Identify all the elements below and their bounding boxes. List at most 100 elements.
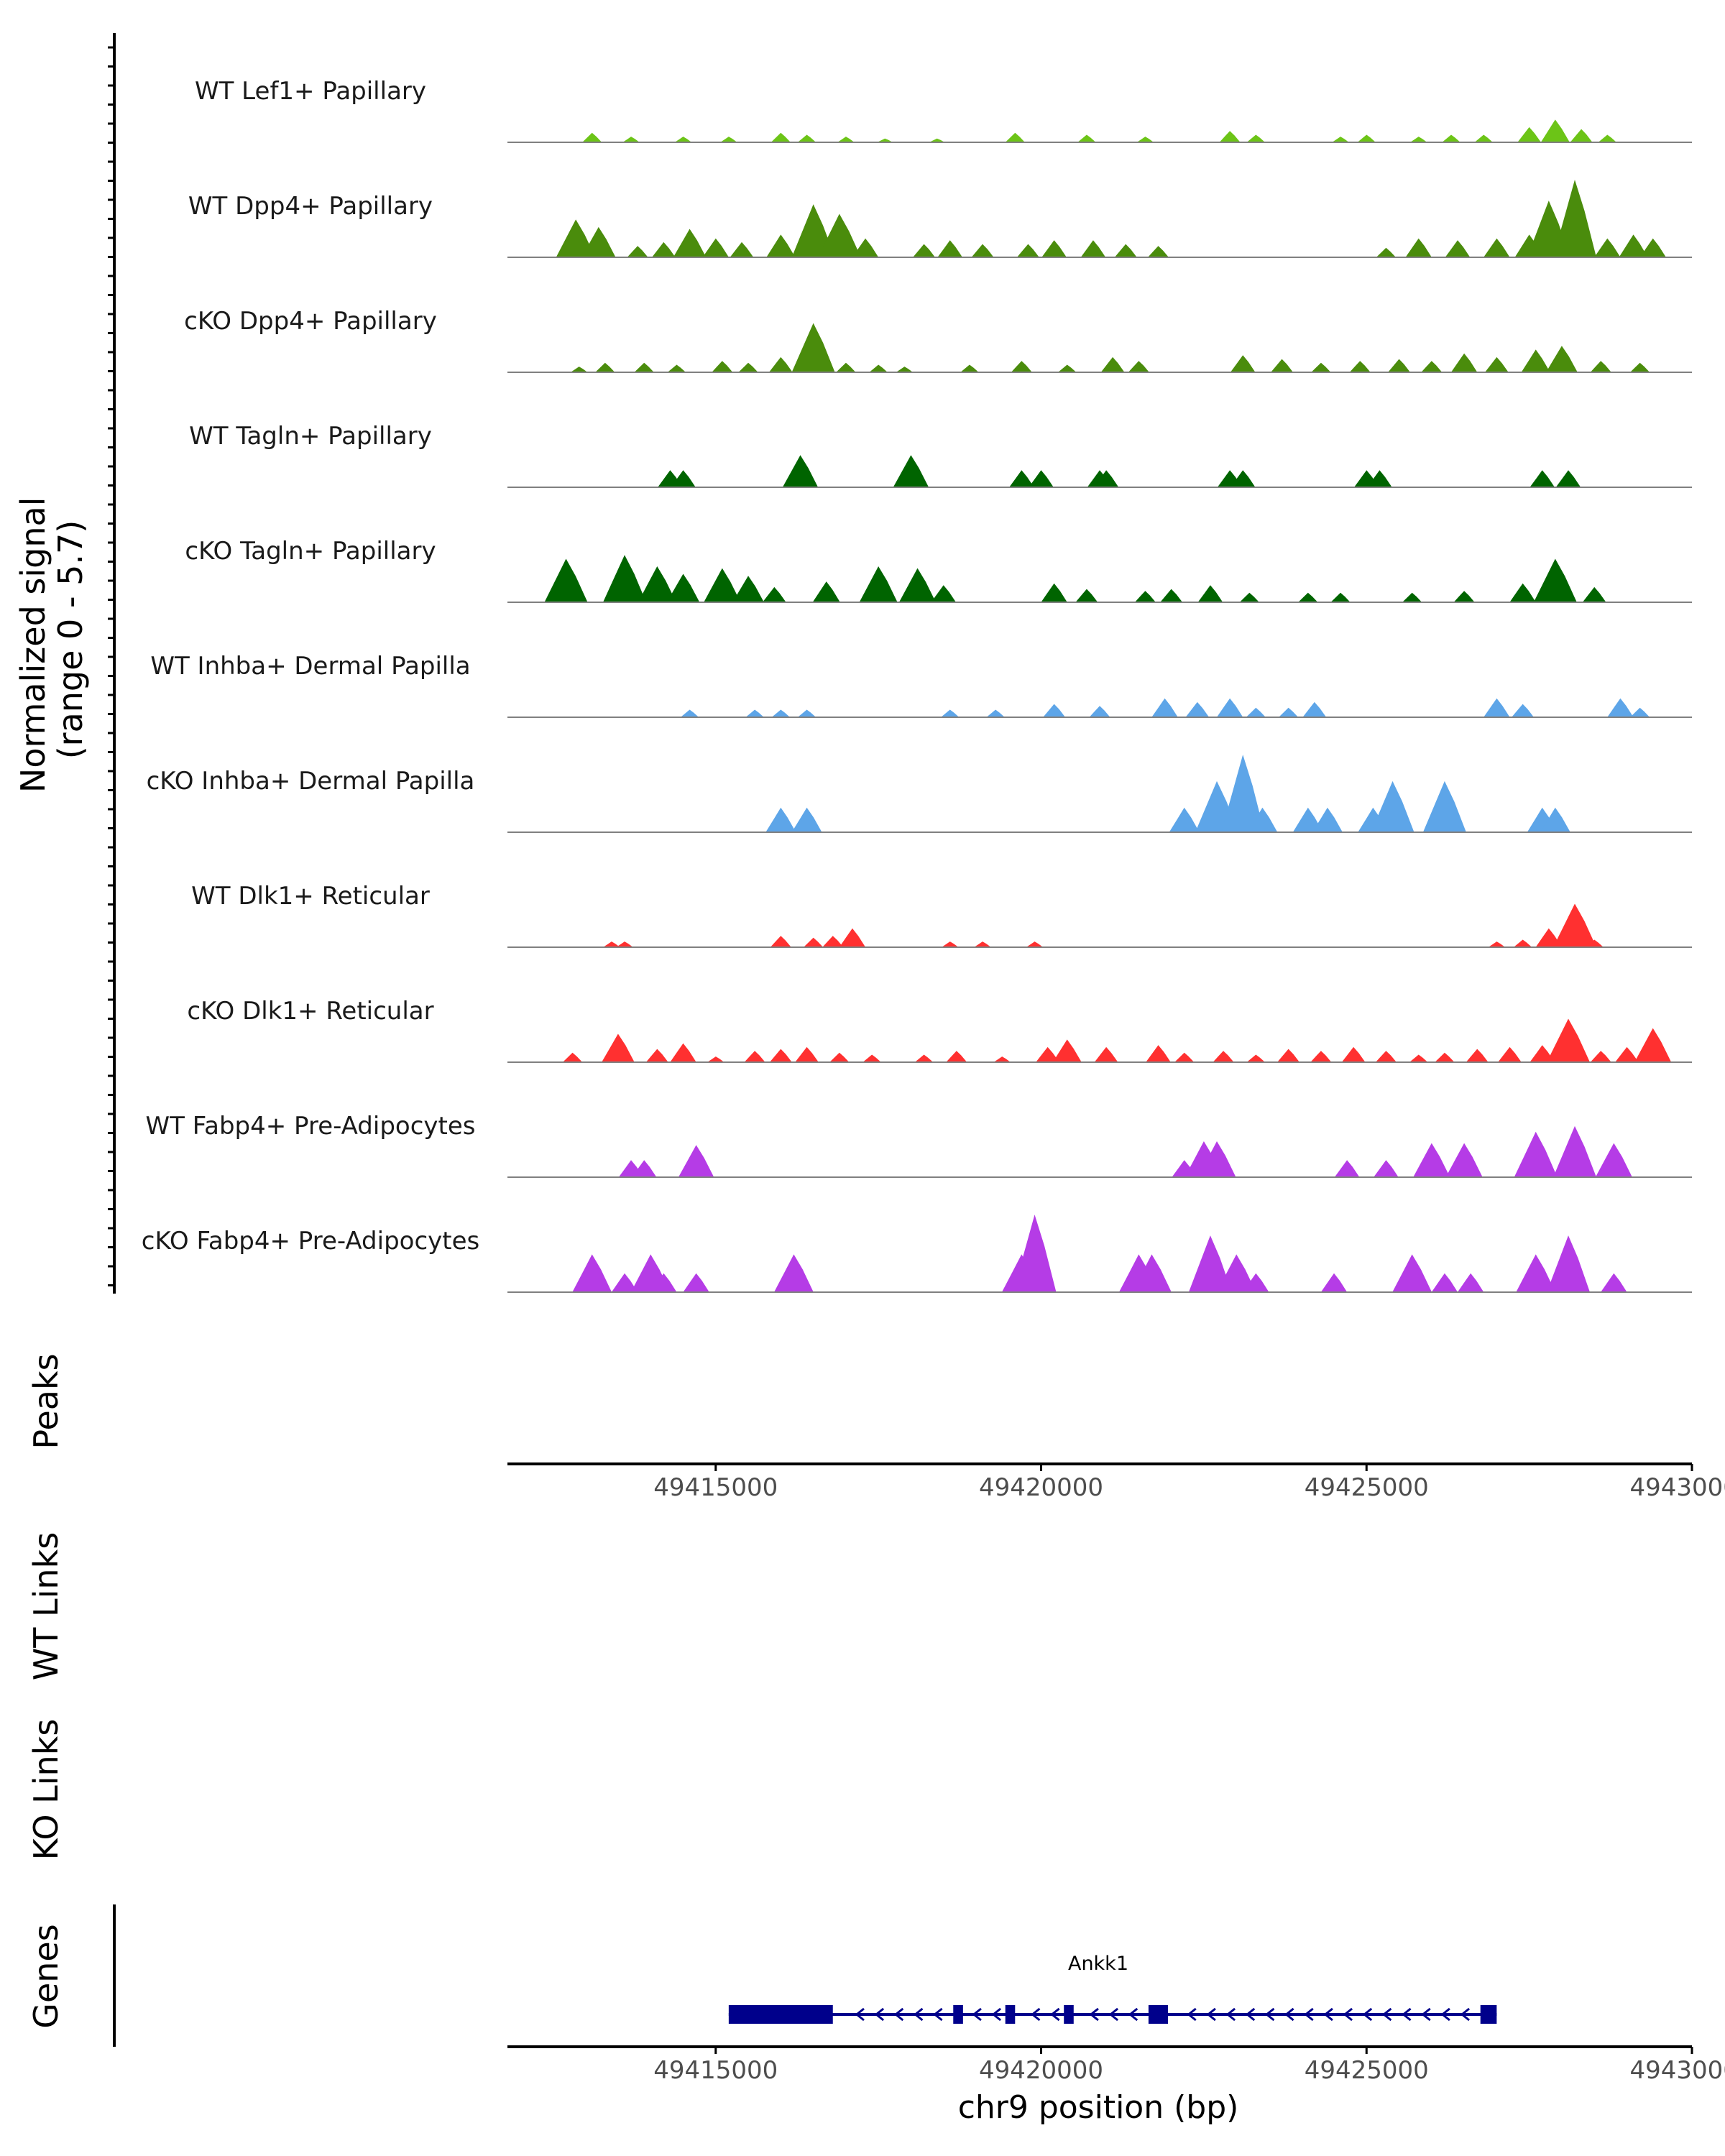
signal-peak [1216,698,1243,717]
signal-peak [1570,129,1593,142]
signal-peak [1058,364,1077,372]
x-tick-label: 49425000 [1305,1473,1429,1502]
gene-exon [953,2005,963,2024]
signal-peak [1546,346,1578,372]
signal-peak [730,241,754,257]
track-label: cKO Dpp4+ Papillary [184,307,437,336]
signal-peak [1041,240,1067,257]
strand-arrow [1440,2007,1450,2022]
signal-peak [562,1052,583,1062]
signal-peak [1639,238,1666,257]
strand-arrow [893,2007,904,2022]
signal-peak [1216,1254,1256,1292]
signal-peak [712,361,733,372]
signal-peak [1442,134,1460,142]
signal-peak [1310,1051,1332,1062]
signal-peak [770,132,791,142]
track-label: WT Fabp4+ Pre-Adipocytes [146,1112,476,1141]
signal-peak [795,1046,819,1062]
signal-peak [1553,903,1596,947]
signal-peak [1247,807,1278,832]
wt-links-panel-label: WT Links [27,1532,65,1680]
strand-arrow [914,2007,924,2022]
signal-peak [836,362,856,372]
strand-arrow [933,2007,943,2022]
signal-peak [1521,349,1550,372]
signal-peak [1246,1054,1265,1062]
signal-y-ticks [108,46,114,1286]
signal-peak [666,573,700,602]
track-label: WT Inhba+ Dermal Papilla [150,652,470,681]
signal-peak [1230,355,1256,372]
signal-peak [797,709,816,717]
signal-peak [707,1056,724,1062]
signal-peak [1590,1051,1611,1062]
signal-peak [931,585,956,602]
signal-peak [671,470,696,487]
signal-peak [556,219,596,257]
track: WT Inhba+ Dermal Papilla [150,652,1692,718]
signal-peak [837,137,855,142]
signal-peak [1376,247,1396,257]
signal-peak [1450,353,1478,372]
signal-peak [812,581,840,602]
signal-peak [1334,1160,1360,1177]
signal-peak [678,1145,714,1177]
y-axis-title-line1: Normalized signal [14,497,52,793]
x-tick-label: 49420000 [979,1473,1103,1502]
y-axis-title-line2: (range 0 - 5.7) [51,520,90,760]
signal-peak [1530,1045,1555,1062]
signal-peak [1431,1273,1458,1292]
x-tick-label: 49430000 [1629,2056,1725,2085]
signal-peak [766,234,796,257]
signal-peak [1277,1049,1300,1062]
x-tick-label: 49415000 [653,1473,778,1502]
x-axis-title: chr9 position (bp) [958,2089,1239,2126]
signal-peak [745,709,764,717]
signal-peak [1457,1273,1484,1292]
signal-peak [1375,1051,1397,1062]
signal-peak [1594,238,1621,257]
signal-peak [765,807,796,832]
strand-arrow [855,2007,865,2022]
signal-peak [1148,246,1169,257]
strand-arrow [1402,2007,1412,2022]
signal-peak [581,226,616,257]
track: cKO Inhba+ Dermal Papilla [147,755,1692,833]
strand-arrow [1187,2007,1197,2022]
signal-peak [1077,134,1096,142]
signal-peak [1271,359,1293,372]
strand-arrow [1284,2007,1294,2022]
signal-peak [1075,589,1098,602]
peaks-panel-label: Peaks [27,1353,65,1449]
gene-exon [1064,2005,1074,2024]
track: WT Dpp4+ Papillary [188,180,1692,258]
signal-peak [1422,780,1466,832]
signal-peak [1312,807,1343,832]
signal-peak [1485,356,1509,372]
signal-peak [770,936,791,947]
signal-peak [638,566,676,602]
signal-peak [986,709,1005,717]
signal-peak [774,1254,814,1292]
signal-peak [946,1051,967,1062]
signal-peak [839,928,866,947]
signal-peak [1013,1215,1057,1292]
signal-peak [1371,780,1414,832]
signal-peak [859,566,898,602]
gene-exon [1480,2005,1497,2024]
signal-peak [769,1049,792,1062]
signal-peak [1466,1049,1489,1062]
signal-peak [1435,1052,1455,1062]
strand-arrow [1108,2007,1119,2022]
signal-peak [1089,706,1110,717]
strand-arrow [1265,2007,1275,2022]
signal-peak [1026,941,1044,947]
signal-peak [937,240,962,257]
signal-peak [603,555,646,602]
signal-peak [1246,707,1266,717]
strand-arrow [1050,2007,1060,2022]
x-tick-label: 49425000 [1305,2056,1429,2085]
signal-peak [974,941,991,947]
signal-peak [1221,755,1265,832]
